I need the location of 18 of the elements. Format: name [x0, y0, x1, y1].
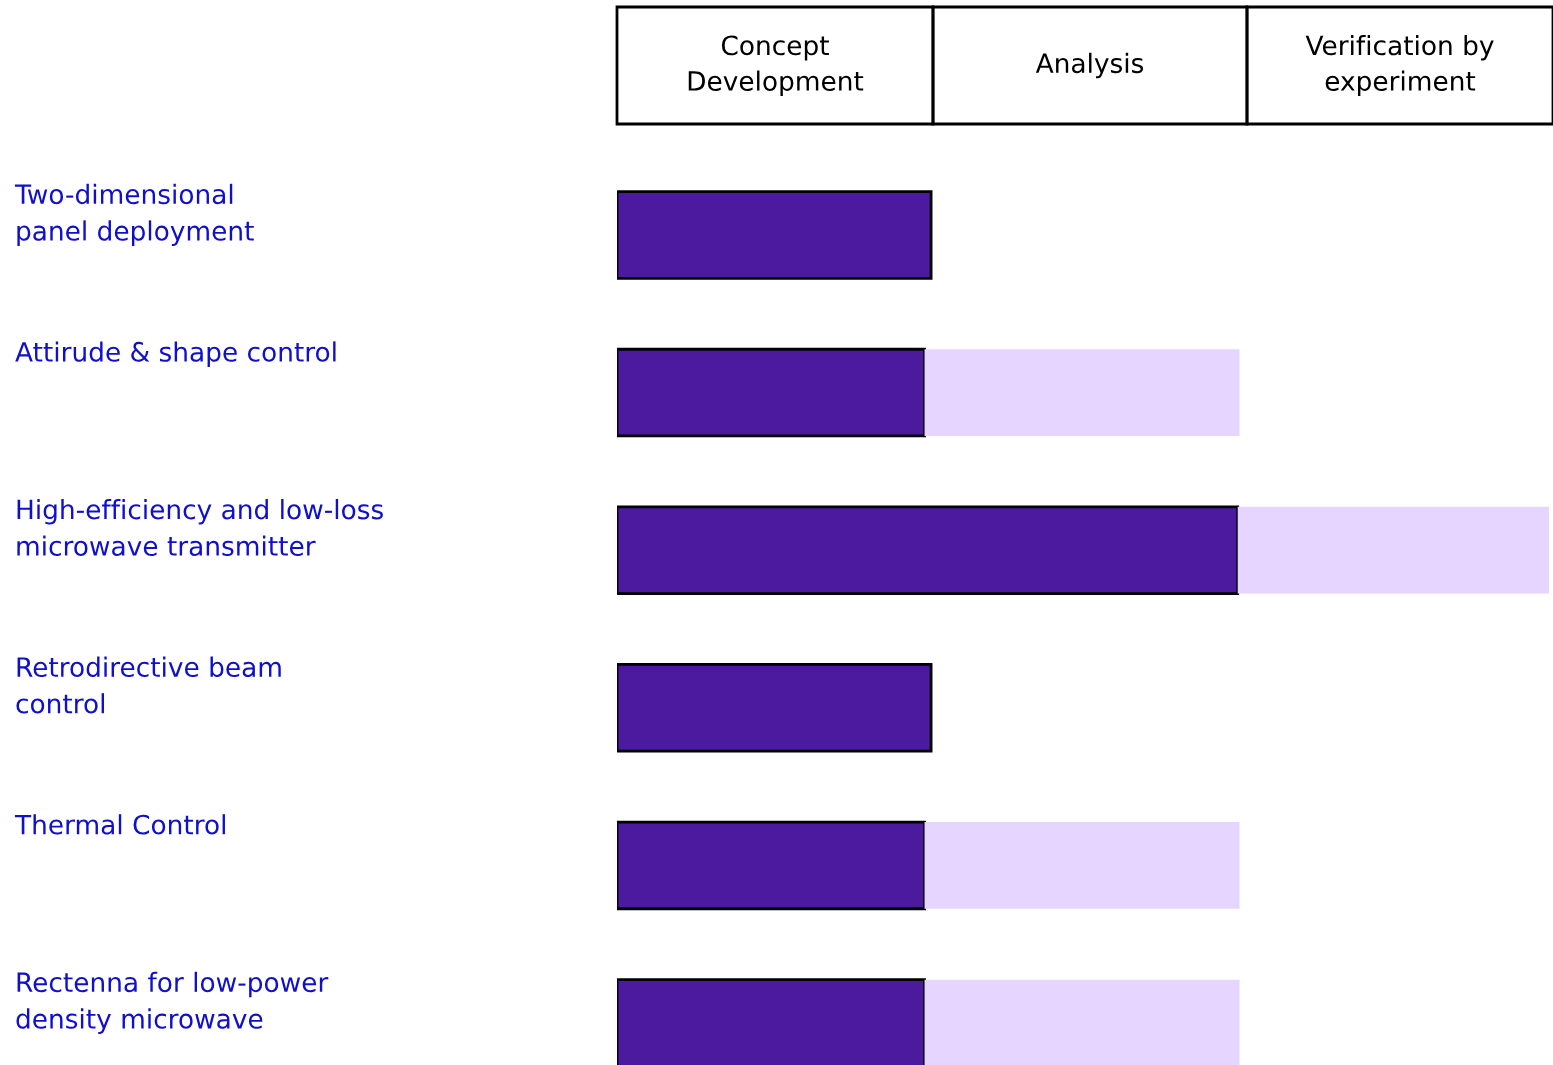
text: Analysis — [1035, 52, 1144, 79]
y-tick-label: Rectenna for low-power density microwave — [16, 971, 329, 1034]
y-tick-label: Attirude & shape control — [15, 341, 336, 367]
bar — [1237, 506, 1549, 594]
y-tick-label: Thermal Control — [14, 814, 225, 835]
text: Concept Development — [688, 35, 864, 97]
y-tick-label: High-efficiency and low-loss microwave transmitter — [17, 498, 383, 556]
bar — [617, 663, 933, 753]
bar — [617, 347, 926, 438]
bar — [617, 190, 933, 280]
bar — [617, 505, 1240, 595]
bar — [617, 820, 926, 911]
bar — [924, 822, 1240, 909]
bar — [924, 349, 1240, 436]
y-tick-label: Two-dimensional panel deployment — [14, 183, 254, 246]
text: Verification by experiment — [1305, 34, 1494, 97]
y-tick-label: Retrodirective beam control — [16, 656, 281, 714]
bar — [924, 979, 1240, 1065]
